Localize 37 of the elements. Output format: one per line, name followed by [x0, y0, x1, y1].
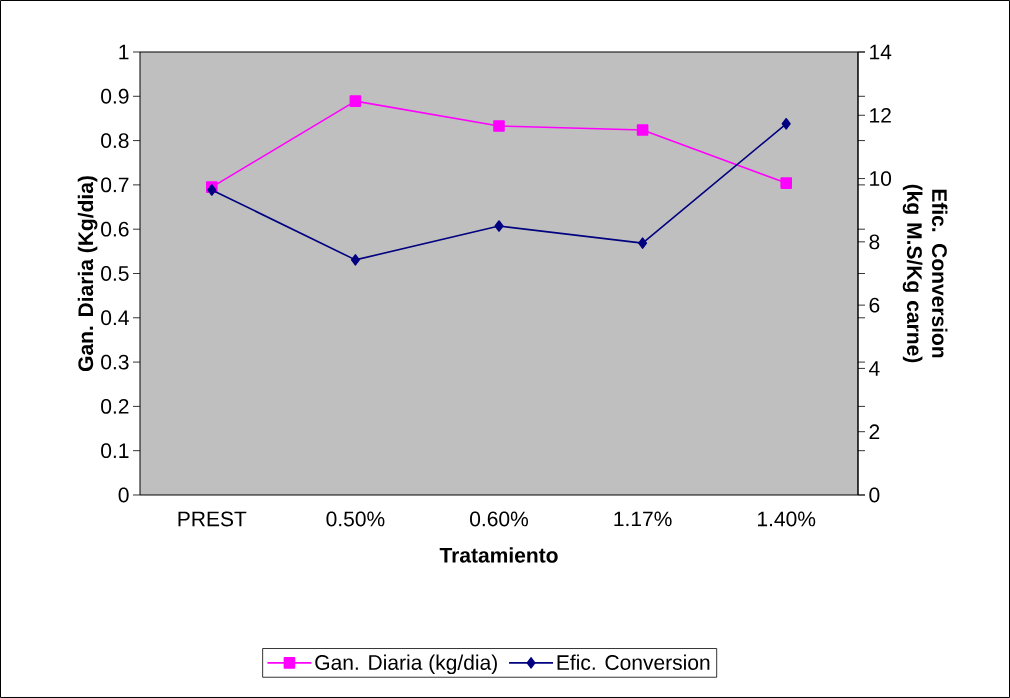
- y-tick-label: 0.4: [101, 310, 129, 326]
- point: [638, 237, 648, 249]
- y-axis-title: Gan. Diaria (Kg/dia): [77, 176, 98, 372]
- point: [780, 177, 792, 189]
- y-tick-label: 0.6: [101, 221, 129, 237]
- y-tick-label: 0.7: [101, 177, 129, 193]
- x-tick-label: 0.60%: [470, 511, 529, 527]
- y-tick-label: 0.2: [101, 398, 129, 414]
- y2-axis-title: Efic. Conversion (kg M.S/Kg carne): [902, 184, 948, 363]
- y2-tick-label: 10: [870, 171, 892, 186]
- x-tick-label: PREST: [178, 511, 247, 527]
- x-tick-label: 1.40%: [758, 511, 816, 527]
- y2-tick-label: 0: [869, 487, 880, 503]
- point: [494, 220, 504, 232]
- y-tick-label: 0: [118, 487, 129, 503]
- y-tick-label: 0.1: [101, 443, 129, 459]
- legend-label: Gan. Diaria (kg/dia): [315, 654, 497, 675]
- point: [781, 118, 791, 130]
- y-tick-label: 1: [119, 44, 129, 60]
- x-axis-title: Tratamiento: [439, 547, 558, 563]
- y-tick-label: 0.9: [101, 88, 129, 104]
- y2-tick-label: 12: [870, 107, 891, 123]
- point: [349, 95, 362, 107]
- y2-tick-label: 6: [869, 297, 880, 313]
- y2-tick-label: 2: [869, 424, 880, 440]
- y-tick-label: 0.8: [101, 133, 129, 149]
- point: [636, 124, 649, 136]
- y2-tick-label: 8: [869, 234, 880, 250]
- y-tick-label: 0.5: [101, 266, 129, 281]
- legend-label: Efic. Conversion: [557, 654, 710, 670]
- point: [493, 120, 505, 132]
- x-tick-label: 1.17%: [614, 511, 672, 527]
- y-tick-label: 0.3: [101, 354, 129, 370]
- y2-tick-label: 4: [869, 361, 880, 376]
- y2-tick-label: 14: [870, 44, 892, 60]
- point: [350, 254, 360, 266]
- x-tick-label: 0.50%: [326, 511, 385, 527]
